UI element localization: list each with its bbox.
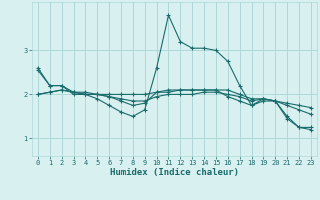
X-axis label: Humidex (Indice chaleur): Humidex (Indice chaleur) [110,168,239,177]
